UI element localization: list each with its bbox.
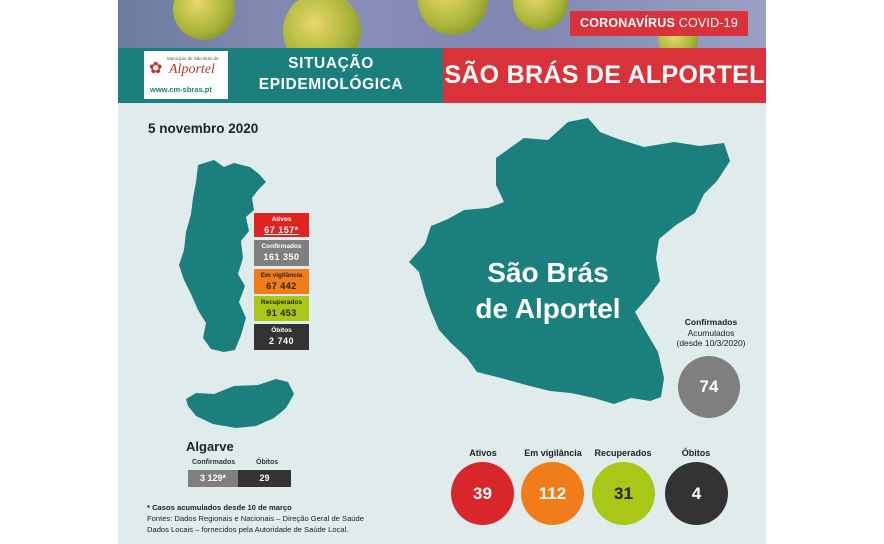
- local-obitos-circle: 4: [665, 462, 728, 525]
- footnote-local-data: Dados Locais – fornecidos pela Autoridad…: [147, 525, 349, 534]
- maps-layer: [179, 118, 730, 428]
- local-vigilancia-label: Em vigilância: [524, 448, 582, 458]
- logo-url-link[interactable]: www.cm-sbras.pt: [150, 85, 212, 94]
- portugal-mainland-map: [179, 160, 266, 352]
- algarve-title: Algarve: [186, 439, 234, 454]
- portugal-stat-ativos: Ativos 67 157*: [254, 213, 309, 237]
- algarve-confirmados-label: Confirmados: [192, 459, 236, 466]
- page-title: SITUAÇÃO EPIDEMIOLÓGICA: [258, 55, 404, 93]
- algarve-map: [186, 379, 294, 428]
- algarve-obitos-value: 29: [238, 470, 291, 487]
- municipality-logo[interactable]: ✿ Município de São Brás de Alportel www.…: [144, 51, 228, 99]
- portugal-stat-recuperados: Recuperados 91 453: [254, 296, 309, 321]
- local-vigilancia-circle: 112: [521, 462, 584, 525]
- footnote-accumulated: * Casos acumulados desde 10 de março: [147, 503, 292, 512]
- virus-illustration: [283, 0, 361, 48]
- infographic-poster: CORONAVÍRUS COVID-19 ✿ Município de São …: [118, 0, 766, 544]
- local-recuperados-circle: 31: [592, 462, 655, 525]
- flower-icon: ✿: [149, 58, 163, 77]
- local-recuperados-label: Recuperados: [594, 448, 652, 458]
- accumulated-confirmed-circle: 74: [678, 356, 740, 418]
- municipality-title: SÃO BRÁS DE ALPORTEL: [443, 48, 766, 103]
- portugal-stat-obitos: Óbitos 2 740: [254, 324, 309, 350]
- header-bar: ✿ Município de São Brás de Alportel www.…: [118, 48, 766, 103]
- algarve-obitos-label: Óbitos: [256, 459, 279, 466]
- logo-name: Alportel: [169, 62, 215, 77]
- local-ativos-label: Ativos: [469, 448, 497, 458]
- coronavirus-tag: CORONAVÍRUS COVID-19: [570, 11, 748, 36]
- accumulated-confirmed-label: Confirmados Acumulados (desde 10/3/2020): [676, 317, 746, 348]
- local-ativos-circle: 39: [451, 462, 514, 525]
- portugal-stat-vigilancia: Em vigilância 67 442: [254, 269, 309, 294]
- algarve-confirmados-value: 3 129*: [188, 470, 238, 487]
- report-date: 5 novembro 2020: [148, 121, 259, 136]
- logo-small-text: Município de São Brás de: [167, 56, 219, 61]
- footnote-sources: Fontes: Dados Regionais e Nacionais – Di…: [147, 514, 364, 523]
- coronavirus-banner-image: CORONAVÍRUS COVID-19: [118, 0, 766, 48]
- local-obitos-label: Óbitos: [681, 448, 711, 458]
- portugal-stat-confirmados: Confirmados 161 350: [254, 240, 309, 266]
- map-label: São Brás de Alportel: [475, 257, 621, 324]
- sao-bras-de-alportel-map: [409, 118, 730, 404]
- footnotes: * Casos acumulados desde 10 de março Fon…: [147, 502, 364, 535]
